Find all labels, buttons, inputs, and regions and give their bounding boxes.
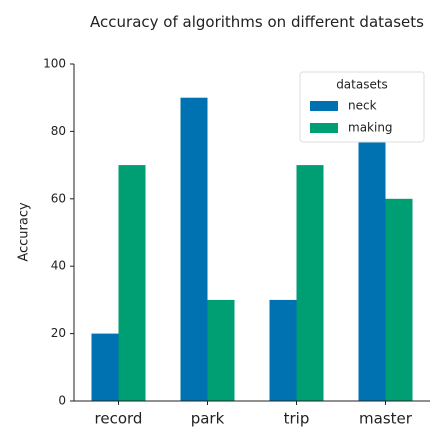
legend-label: making (348, 121, 393, 135)
x-tick-label: park (191, 410, 225, 428)
bar (207, 299, 235, 401)
chart-title: Accuracy of algorithms on different data… (90, 13, 424, 31)
bar (118, 165, 146, 401)
y-tick-label: 60 (51, 191, 66, 205)
y-tick-label: 0 (58, 394, 66, 408)
legend-label: neck (348, 99, 377, 113)
legend-swatch (310, 101, 338, 111)
bar (91, 333, 119, 401)
bar (296, 165, 324, 401)
x-tick-label: record (95, 410, 143, 428)
y-tick-label: 20 (51, 326, 66, 340)
y-tick-label: 100 (43, 57, 66, 71)
legend-title: datasets (336, 78, 388, 92)
y-axis-label: Accuracy (17, 202, 32, 262)
bar (358, 131, 386, 401)
x-tick-label: master (359, 410, 413, 428)
x-tick-label: trip (284, 410, 310, 428)
y-tick-label: 80 (51, 124, 66, 138)
bar (385, 198, 413, 401)
y-tick-label: 40 (51, 259, 66, 273)
bar (180, 97, 208, 401)
legend-swatch (310, 123, 338, 133)
bar (269, 299, 297, 401)
